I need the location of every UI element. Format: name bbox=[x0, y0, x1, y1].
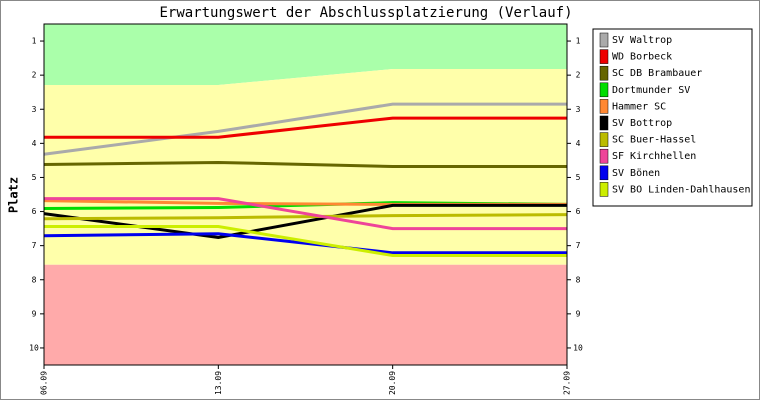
y-tick-label: 4 bbox=[32, 139, 37, 148]
legend-label: SV Bönen bbox=[612, 168, 660, 179]
legend-label: SV Bottrop bbox=[612, 118, 672, 129]
y-tick-label: 5 bbox=[32, 173, 37, 182]
series-line bbox=[44, 225, 567, 258]
series-line bbox=[43, 102, 567, 156]
series-line bbox=[43, 232, 567, 255]
y-tick-label: 8 bbox=[32, 275, 37, 284]
y-tick-label: 3 bbox=[32, 105, 37, 114]
legend-label: WD Borbeck bbox=[612, 52, 672, 63]
legend-label: SV BO Linden-Dahlhausen bbox=[612, 184, 750, 195]
legend-swatch bbox=[599, 49, 609, 64]
zone bbox=[44, 264, 567, 365]
y-tick-label-right: 8 bbox=[576, 275, 581, 284]
y-tick-label-right: 1 bbox=[576, 37, 581, 46]
y-tick-label: 7 bbox=[32, 241, 37, 250]
legend-swatch bbox=[599, 182, 609, 197]
legend-swatch bbox=[599, 99, 609, 114]
y-tick-label-right: 5 bbox=[576, 173, 581, 182]
y-axis-label: Platz bbox=[7, 177, 21, 213]
legend-label: SF Kirchhellen bbox=[612, 151, 696, 162]
y-tick-label-right: 10 bbox=[573, 343, 583, 352]
legend-label: SC Buer-Hassel bbox=[612, 135, 696, 146]
legend bbox=[592, 28, 753, 207]
legend-swatch bbox=[599, 148, 609, 164]
chart-title: Erwartungswert der Abschlussplatzierung … bbox=[159, 5, 572, 21]
legend-swatch bbox=[599, 32, 609, 48]
legend-label: Dortmunder SV bbox=[612, 85, 690, 96]
legend-label: SC DB Brambauer bbox=[612, 68, 702, 79]
y-tick-label-right: 4 bbox=[576, 139, 581, 148]
series-line bbox=[44, 197, 567, 231]
legend-swatch bbox=[599, 82, 609, 98]
y-tick-label: 6 bbox=[32, 207, 37, 216]
y-tick-label: 1 bbox=[32, 37, 37, 46]
plot-border bbox=[43, 23, 568, 366]
y-tick-label-right: 3 bbox=[576, 105, 581, 114]
series-line bbox=[43, 160, 567, 169]
legend-swatch bbox=[599, 65, 609, 81]
legend-swatch bbox=[599, 132, 609, 147]
legend-swatch bbox=[599, 165, 609, 181]
legend-swatch bbox=[599, 115, 609, 131]
x-tick-label: 27.09 bbox=[563, 371, 572, 395]
y-tick-label-right: 7 bbox=[576, 241, 581, 250]
x-tick-label: 06.09 bbox=[40, 371, 49, 395]
x-tick-label: 13.09 bbox=[214, 371, 223, 395]
y-tick-label-right: 9 bbox=[576, 309, 581, 318]
x-tick-label: 20.09 bbox=[388, 371, 397, 395]
legend-label: Hammer SC bbox=[612, 101, 666, 112]
y-tick-label: 9 bbox=[32, 309, 37, 318]
series-line bbox=[44, 116, 567, 139]
y-tick-label: 10 bbox=[29, 343, 39, 352]
zone bbox=[44, 24, 567, 86]
y-tick-label-right: 6 bbox=[576, 207, 581, 216]
legend-label: SV Waltrop bbox=[612, 35, 672, 46]
series-line bbox=[43, 213, 568, 221]
y-tick-label-right: 2 bbox=[576, 71, 581, 80]
y-tick-label: 2 bbox=[32, 71, 37, 80]
